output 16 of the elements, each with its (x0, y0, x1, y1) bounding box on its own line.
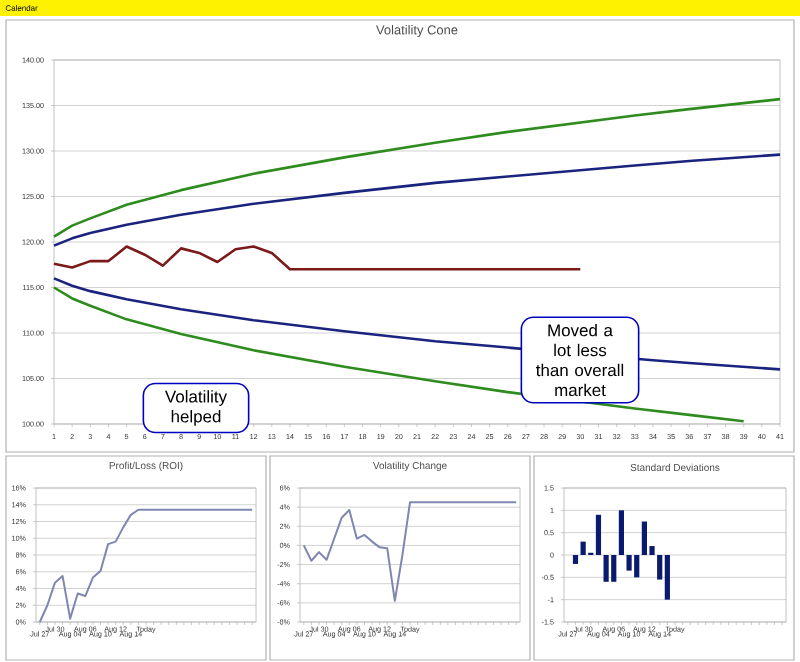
line-series (52, 286, 745, 423)
annotation: Moved a lot less than overall market (536, 323, 624, 397)
bar (641, 521, 647, 555)
bar (595, 514, 602, 555)
annotation: Volatility helped (165, 390, 228, 426)
bar (626, 555, 632, 571)
line-series (52, 245, 582, 271)
bar (580, 541, 586, 555)
line-series (52, 97, 782, 238)
bar (611, 555, 617, 582)
bar (664, 555, 670, 600)
line-series (52, 153, 782, 247)
bar (572, 555, 579, 564)
bar (634, 555, 640, 578)
bar (603, 555, 609, 582)
bar (618, 510, 625, 555)
